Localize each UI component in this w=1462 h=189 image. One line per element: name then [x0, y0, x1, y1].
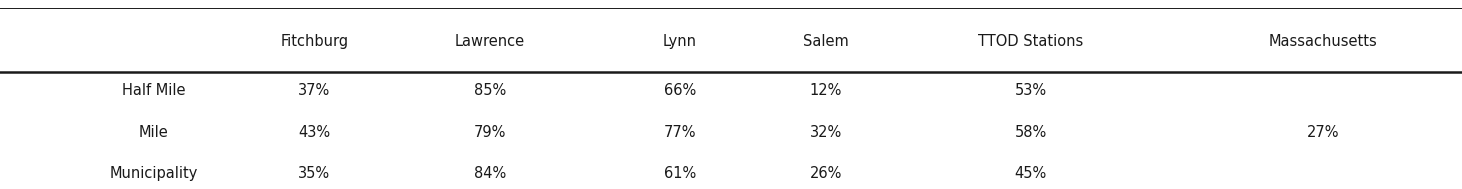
Text: 32%: 32%	[810, 125, 842, 140]
Text: Salem: Salem	[803, 34, 849, 49]
Text: Massachusetts: Massachusetts	[1269, 34, 1377, 49]
Text: 77%: 77%	[664, 125, 696, 140]
Text: 35%: 35%	[298, 166, 330, 181]
Text: Lynn: Lynn	[662, 34, 697, 49]
Text: Fitchburg: Fitchburg	[281, 34, 348, 49]
Text: 45%: 45%	[1015, 166, 1047, 181]
Text: 27%: 27%	[1307, 125, 1339, 140]
Text: Mile: Mile	[139, 125, 168, 140]
Text: 79%: 79%	[474, 125, 506, 140]
Text: Lawrence: Lawrence	[455, 34, 525, 49]
Text: 66%: 66%	[664, 83, 696, 98]
Text: 85%: 85%	[474, 83, 506, 98]
Text: Half Mile: Half Mile	[121, 83, 186, 98]
Text: 43%: 43%	[298, 125, 330, 140]
Text: 84%: 84%	[474, 166, 506, 181]
Text: 37%: 37%	[298, 83, 330, 98]
Text: 12%: 12%	[810, 83, 842, 98]
Text: TTOD Stations: TTOD Stations	[978, 34, 1083, 49]
Text: 53%: 53%	[1015, 83, 1047, 98]
Text: 26%: 26%	[810, 166, 842, 181]
Text: 58%: 58%	[1015, 125, 1047, 140]
Text: 61%: 61%	[664, 166, 696, 181]
Text: Municipality: Municipality	[110, 166, 197, 181]
